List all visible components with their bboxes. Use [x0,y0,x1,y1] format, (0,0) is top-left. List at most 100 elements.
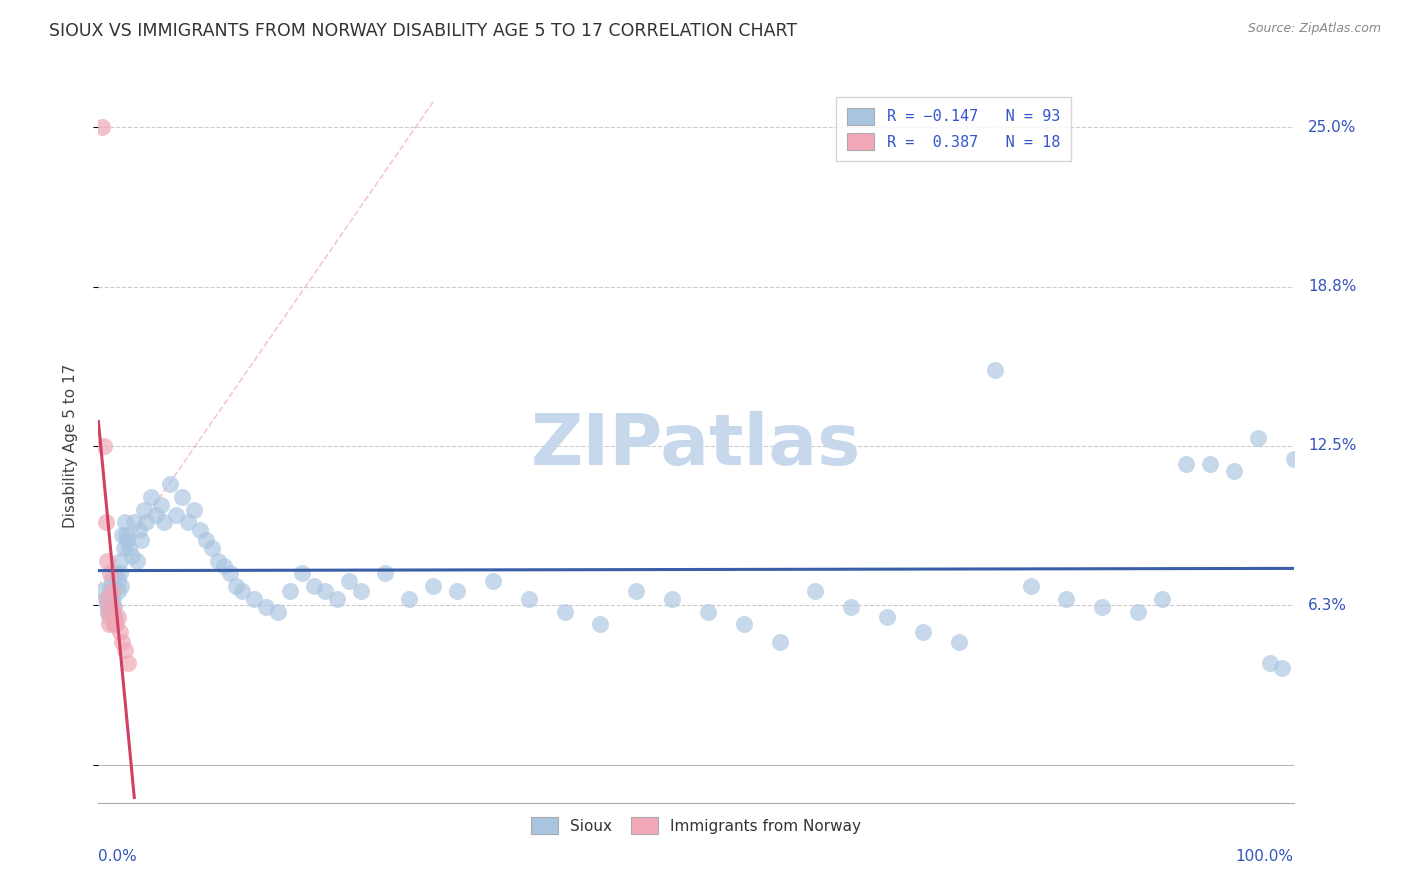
Point [219,566,242,581]
Point [132,502,155,516]
Text: 100.0%: 100.0% [1236,848,1294,863]
Point [94,591,117,606]
Text: 25.0%: 25.0% [1308,120,1357,135]
Point [101,591,124,606]
Point [201,541,224,555]
Point [225,579,247,593]
Point [159,477,181,491]
Text: 18.8%: 18.8% [1308,279,1357,294]
Point [111,528,134,542]
Point [107,574,129,588]
Point [183,502,205,516]
Point [1175,457,1198,471]
Point [267,605,290,619]
Point [114,643,136,657]
Point [97,605,120,619]
Text: Source: ZipAtlas.com: Source: ZipAtlas.com [1247,22,1381,36]
Point [135,516,157,530]
Point [124,516,146,530]
Point [94,516,117,530]
Point [100,584,122,599]
Point [1271,661,1294,675]
Point [100,605,122,619]
Point [231,584,253,599]
Y-axis label: Disability Age 5 to 17: Disability Age 5 to 17 [63,364,77,528]
Point [589,617,612,632]
Point [139,490,162,504]
Point [841,599,863,614]
Point [118,541,141,555]
Point [115,533,138,548]
Point [108,625,131,640]
Point [93,439,115,453]
Point [96,591,118,606]
Point [398,591,420,606]
Point [1199,457,1222,471]
Point [153,516,176,530]
Point [105,617,128,632]
Point [911,625,934,640]
Point [195,533,218,548]
Point [374,566,396,581]
Point [96,554,118,568]
Point [98,617,121,632]
Point [91,584,114,599]
Point [108,554,131,568]
Point [98,566,122,581]
Point [110,579,132,593]
Point [98,591,122,606]
Point [91,120,114,135]
Text: 12.5%: 12.5% [1308,439,1357,453]
Point [105,566,128,581]
Point [1282,451,1305,466]
Point [984,362,1007,376]
Point [948,635,970,649]
Point [339,574,361,588]
Point [131,533,153,548]
Point [108,566,131,581]
Point [121,549,143,563]
Point [876,609,898,624]
Point [172,490,194,504]
Point [125,554,148,568]
Text: 6.3%: 6.3% [1308,598,1347,613]
Point [111,635,134,649]
Point [100,574,122,588]
Point [626,584,648,599]
Point [661,591,683,606]
Point [103,599,125,614]
Point [291,566,314,581]
Point [207,554,229,568]
Point [115,528,138,542]
Point [104,609,127,624]
Point [107,609,129,624]
Legend: Sioux, Immigrants from Norway: Sioux, Immigrants from Norway [520,806,872,845]
Point [103,617,125,632]
Point [1056,591,1078,606]
Point [554,605,576,619]
Point [98,584,122,599]
Point [96,597,118,611]
Point [112,541,135,555]
Point [1247,431,1270,445]
Point [145,508,167,522]
Point [733,617,755,632]
Point [278,584,301,599]
Point [1091,599,1114,614]
Point [768,635,790,649]
Point [128,523,150,537]
Point [188,523,211,537]
Point [254,599,277,614]
Point [177,516,200,530]
Point [165,508,187,522]
Point [1258,656,1281,670]
Point [212,558,235,573]
Point [114,516,136,530]
Point [97,599,120,614]
Point [101,609,124,624]
Point [98,609,121,624]
Point [117,656,139,670]
Point [481,574,505,588]
Text: SIOUX VS IMMIGRANTS FROM NORWAY DISABILITY AGE 5 TO 17 CORRELATION CHART: SIOUX VS IMMIGRANTS FROM NORWAY DISABILI… [49,22,797,40]
Point [350,584,373,599]
